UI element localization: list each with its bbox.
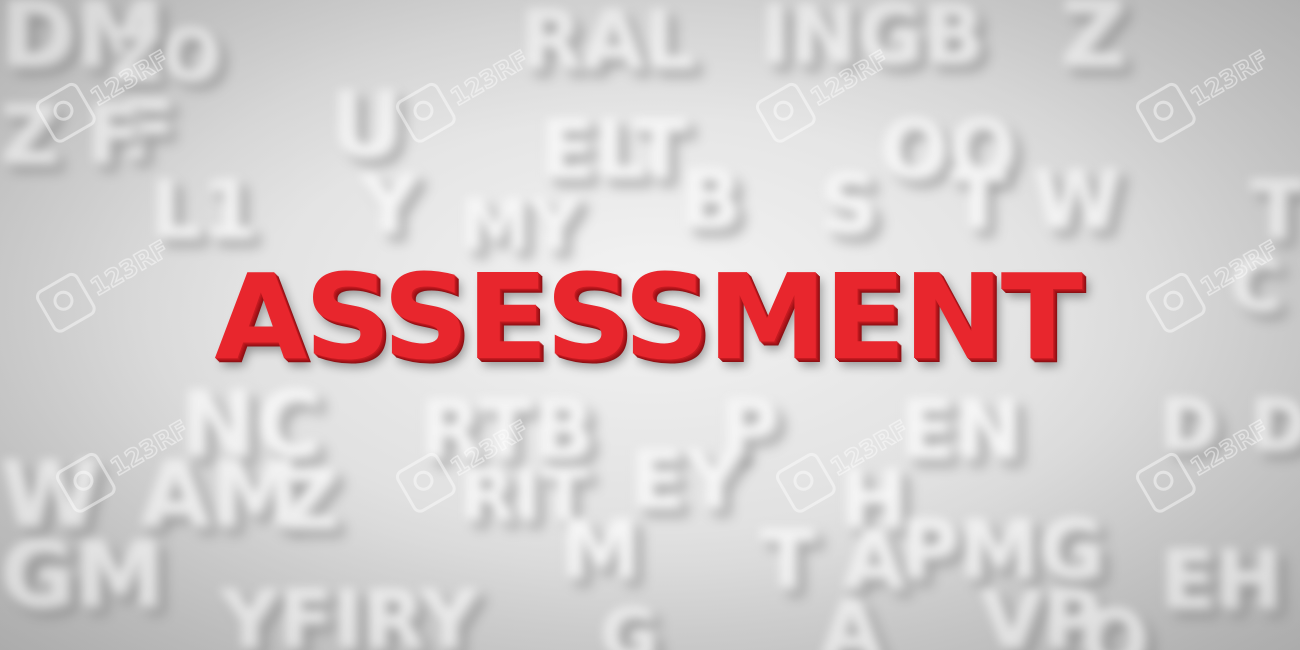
background-letter: YFIRY [220,573,478,650]
background-letter: EY [630,433,743,526]
background-letter: AM [140,442,300,547]
background-letter: VP [980,573,1101,650]
headline-text: ASSESSMENT [214,248,1083,386]
background-letter: EH [1160,533,1282,626]
background-letter: DM [0,0,165,87]
background-letter: RAL [520,0,695,86]
background-letter: T A [760,513,905,606]
background-letter: ZO [110,14,221,96]
background-letter: O [1080,593,1149,650]
background-letter: T [1250,163,1300,256]
background-letter: RIT [460,454,588,536]
background-letter: D [1160,384,1219,466]
background-letter: ELT [540,103,687,196]
background-letter: U [330,72,404,177]
background-letter: DV [1250,384,1300,466]
background-letter: F [120,83,175,176]
background-letter: Y [360,158,418,251]
background-letter: NC [180,372,322,477]
background-letter: M [560,503,640,596]
background-letter: OO [880,103,1017,196]
background-letter: RTB [420,383,594,476]
background-letter: EN [900,383,1022,476]
background-letter: GM [0,522,164,627]
background-letter: Z [1060,0,1126,87]
background-letter: A [820,583,882,650]
background-letter: H [840,453,907,546]
background-letter: Z [280,453,339,546]
background-letter: MY [460,184,581,266]
background-letter: L1 [150,163,257,256]
background-letter: G [600,594,658,650]
background-letter: B [680,153,741,246]
background-letter: C [1230,244,1282,326]
background-letter: T W [950,153,1121,246]
background-letter: S [820,158,878,251]
background-letter: INGB [760,0,984,81]
background-letter: PMG [900,503,1104,596]
background-letter: P [720,383,779,476]
